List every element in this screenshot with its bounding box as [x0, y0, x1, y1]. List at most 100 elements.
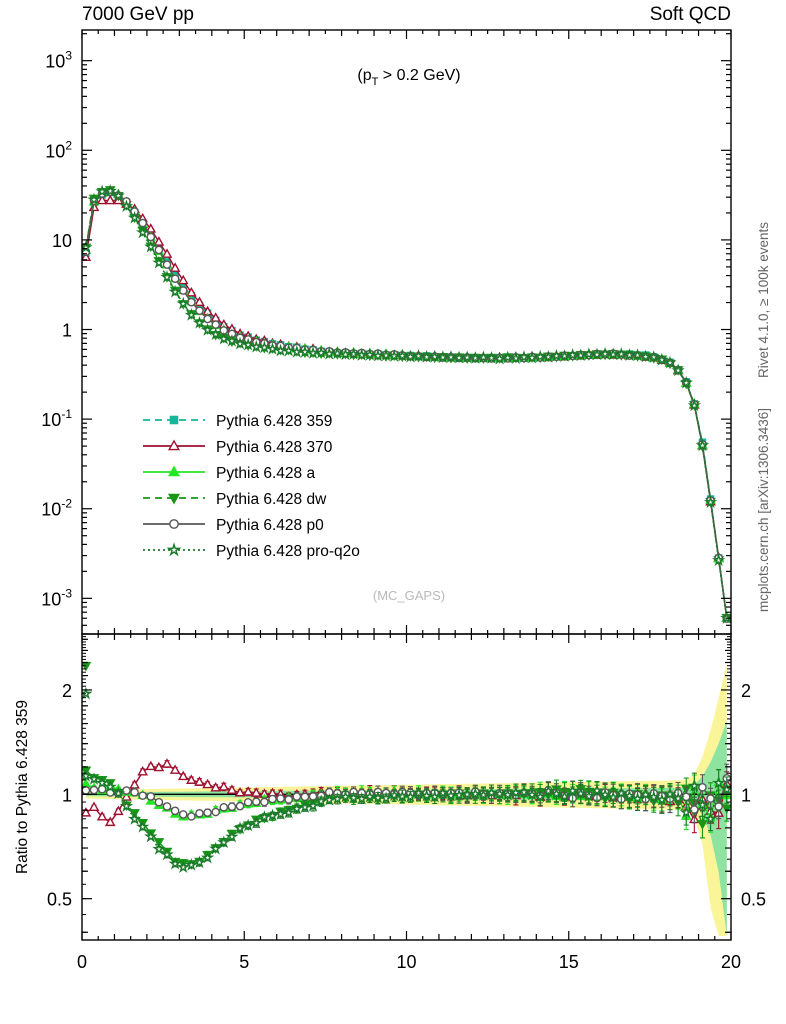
data-marker — [153, 761, 165, 772]
data-marker — [541, 349, 556, 363]
data-marker — [403, 789, 418, 803]
data-marker — [82, 807, 92, 817]
data-marker — [225, 333, 239, 347]
data-marker — [647, 350, 661, 363]
data-marker — [501, 787, 515, 801]
data-marker — [161, 248, 173, 258]
data-marker — [638, 787, 653, 801]
data-marker — [679, 805, 693, 819]
data-marker — [127, 812, 142, 825]
data-marker — [314, 345, 328, 359]
data-marker — [687, 778, 702, 792]
data-marker — [590, 783, 604, 797]
data-marker — [138, 791, 147, 800]
data-marker — [260, 797, 269, 807]
series-line — [85, 775, 728, 869]
data-marker — [203, 808, 212, 817]
data-marker — [104, 194, 116, 205]
data-marker — [233, 336, 247, 350]
data-marker — [104, 816, 116, 827]
data-marker — [95, 775, 109, 789]
data-marker — [314, 794, 328, 807]
data-marker — [87, 192, 101, 206]
data-marker — [176, 860, 190, 873]
data-marker — [169, 262, 181, 272]
data-marker — [298, 344, 312, 358]
data-marker — [211, 320, 220, 329]
data-marker — [167, 439, 181, 451]
x-tick-label: 15 — [559, 952, 579, 972]
data-marker — [210, 781, 222, 792]
ratio-y-tick-label-right: 0.5 — [741, 890, 766, 910]
main-series-group — [82, 184, 731, 624]
data-marker — [211, 807, 220, 817]
data-marker — [330, 792, 345, 805]
data-marker — [122, 786, 131, 795]
data-marker — [614, 347, 629, 360]
data-marker — [379, 348, 393, 362]
data-marker — [82, 786, 91, 795]
data-marker — [170, 274, 180, 284]
data-marker — [703, 495, 718, 509]
data-marker — [663, 355, 677, 369]
data-marker — [265, 808, 280, 822]
data-marker — [697, 820, 708, 830]
data-marker — [363, 347, 377, 361]
data-marker — [88, 801, 100, 811]
data-marker — [160, 847, 174, 861]
x-tick-label: 5 — [239, 952, 249, 972]
data-marker — [249, 815, 263, 829]
data-marker — [411, 786, 426, 799]
data-marker — [87, 772, 101, 785]
data-marker — [706, 794, 715, 803]
legend-label: Pythia 6.428 pro-q2o — [216, 543, 360, 560]
data-marker — [590, 347, 604, 361]
data-marker — [346, 347, 361, 360]
data-marker — [202, 778, 213, 789]
data-marker — [166, 542, 182, 557]
data-marker — [711, 776, 726, 789]
data-marker — [186, 286, 197, 297]
data-marker — [452, 788, 466, 801]
data-marker — [257, 340, 272, 354]
data-marker — [330, 346, 345, 360]
data-marker — [276, 794, 285, 803]
data-marker — [192, 855, 207, 869]
data-marker — [235, 801, 245, 811]
data-marker — [169, 519, 179, 529]
ratio-axis-frame — [81, 633, 732, 941]
data-marker — [630, 348, 645, 361]
data-marker — [703, 811, 718, 825]
data-marker — [167, 465, 181, 477]
data-marker — [436, 785, 450, 799]
header-right-title: Soft QCD — [650, 4, 731, 25]
ratio-y-tick-label-left: 0.5 — [47, 890, 72, 910]
data-marker — [96, 811, 108, 821]
data-marker — [622, 788, 637, 802]
data-marker — [282, 805, 296, 819]
data-marker — [225, 829, 239, 843]
data-marker — [711, 553, 726, 567]
data-marker — [557, 349, 572, 362]
main-y-tick-label: 10 — [52, 231, 72, 251]
data-marker — [168, 284, 182, 298]
header-left-title: 7000 GeV pp — [82, 4, 194, 25]
data-marker — [525, 787, 539, 801]
data-marker — [363, 789, 377, 803]
data-marker — [282, 343, 296, 357]
data-marker — [194, 776, 205, 786]
data-marker — [509, 351, 523, 364]
data-marker — [679, 375, 693, 389]
data-marker — [200, 850, 215, 864]
data-marker — [169, 415, 179, 425]
data-marker — [167, 493, 181, 505]
data-marker — [170, 806, 180, 816]
data-marker — [113, 805, 124, 816]
data-marker — [517, 785, 531, 798]
data-marker — [379, 791, 393, 805]
data-marker — [144, 829, 158, 843]
data-marker — [290, 801, 304, 815]
data-marker — [154, 245, 164, 255]
